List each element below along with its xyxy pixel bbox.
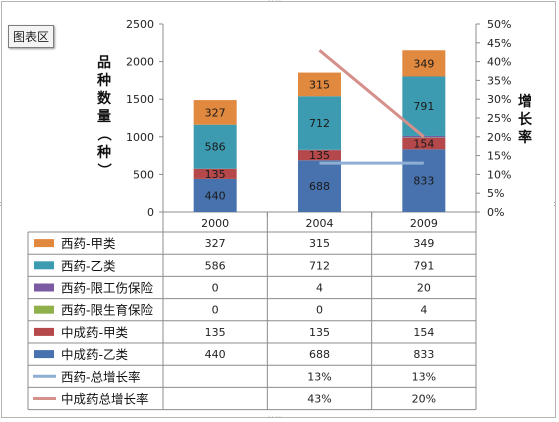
y-axis-title-char: 量 <box>97 109 111 125</box>
legend-key-series-5 <box>34 350 54 358</box>
table-cell: 154 <box>413 326 434 339</box>
y2-axis-title-char: 长 <box>518 111 533 128</box>
y2-axis-title-char: 增 <box>518 93 532 110</box>
table-cell: 833 <box>413 348 434 361</box>
y-tick-label: 1000 <box>126 131 154 144</box>
bar-data-label: 712 <box>309 117 330 130</box>
bar-data-label: 349 <box>413 57 434 70</box>
y-tick-label: 500 <box>133 168 154 181</box>
table-cell: 135 <box>205 326 226 339</box>
y-tick-label: 2000 <box>126 56 154 69</box>
legend-label: 西药-限生育保险 <box>61 303 154 318</box>
y-axis-title-char: 数 <box>97 90 112 107</box>
x-tick-label: 2004 <box>306 217 334 230</box>
y2-tick-label: 40% <box>487 56 511 69</box>
y-tick-label: 0 <box>147 206 154 219</box>
y2-tick-label: 15% <box>487 150 511 163</box>
bar-data-label: 327 <box>205 106 226 119</box>
legend-label: 中成药-甲类 <box>61 325 129 340</box>
table-cell: 586 <box>205 259 226 272</box>
legend-key-series-0 <box>34 239 54 247</box>
y2-tick-label: 30% <box>487 93 511 106</box>
table-cell: 315 <box>309 237 330 250</box>
bar-data-label: 586 <box>205 141 226 154</box>
table-cell: 4 <box>420 304 427 317</box>
bar-data-label: 440 <box>205 189 226 202</box>
y2-axis-title: 增长率 <box>518 93 533 146</box>
y2-tick-label: 10% <box>487 168 511 181</box>
legend-key-series-2 <box>34 284 54 292</box>
bar-labels: 440 135 586 327 688 135 712 315 833 154 791 349 <box>205 57 435 202</box>
y2-axis-title-char: 率 <box>518 129 532 146</box>
y2-tick-label: 0% <box>487 206 504 219</box>
table-cell: 327 <box>205 237 226 250</box>
table-cell: 13% <box>307 370 331 383</box>
table-cell: 135 <box>309 326 330 339</box>
table-cell: 688 <box>309 348 330 361</box>
y2-tick-label: 20% <box>487 131 511 144</box>
legend-label: 西药-甲类 <box>61 236 116 251</box>
bar-data-label: 315 <box>309 78 330 91</box>
table-cell: 20% <box>412 393 436 406</box>
table-cell: 43% <box>307 393 331 406</box>
y2-tick-label: 35% <box>487 74 511 87</box>
legend-label: 中成药总增长率 <box>61 392 149 407</box>
table-cell: 0 <box>212 304 219 317</box>
legend-label: 中成药-乙类 <box>61 347 129 362</box>
y-axis-title-char: ） <box>95 163 111 177</box>
table-cell: 13% <box>412 370 436 383</box>
table-cell: 0 <box>212 282 219 295</box>
bar-data-label: 791 <box>413 100 434 113</box>
y2-tick-label: 45% <box>487 37 511 50</box>
legend-key-series-4 <box>34 328 54 336</box>
y-axis-title-char: 品 <box>97 55 111 71</box>
bar-data-label: 833 <box>413 175 434 188</box>
x-tick-label: 2009 <box>410 217 438 230</box>
legend-label: 西药-限工伤保险 <box>61 281 154 296</box>
table-cell: 440 <box>205 348 226 361</box>
legend-label: 西药-乙类 <box>61 258 116 273</box>
table-cell: 349 <box>413 237 434 250</box>
bar-data-label: 154 <box>413 138 434 151</box>
legend-key-series-3 <box>34 306 54 314</box>
y-tick-label: 1500 <box>126 93 154 106</box>
y-tick-label: 2500 <box>126 18 154 31</box>
bar-data-label: 135 <box>309 149 330 162</box>
table-cell: 0 <box>316 304 323 317</box>
x-tick-label: 2000 <box>201 217 229 230</box>
bar-data-label: 688 <box>309 180 330 193</box>
y2-tick-label: 50% <box>487 18 511 31</box>
y2-tick-label: 5% <box>487 187 504 200</box>
table-cell: 712 <box>309 259 330 272</box>
legend-key-series-1 <box>34 261 54 269</box>
y-axis-title-char: （ <box>95 127 111 141</box>
table-cell: 791 <box>413 259 434 272</box>
table-cell: 20 <box>417 282 431 295</box>
table-cell: 4 <box>316 282 323 295</box>
legend-label: 西药-总增长率 <box>61 369 141 384</box>
bar-data-label: 135 <box>205 168 226 181</box>
y2-tick-label: 25% <box>487 112 511 125</box>
y-axis-title-char: 种 <box>96 144 111 161</box>
y-axis-title-char: 种 <box>96 72 111 89</box>
